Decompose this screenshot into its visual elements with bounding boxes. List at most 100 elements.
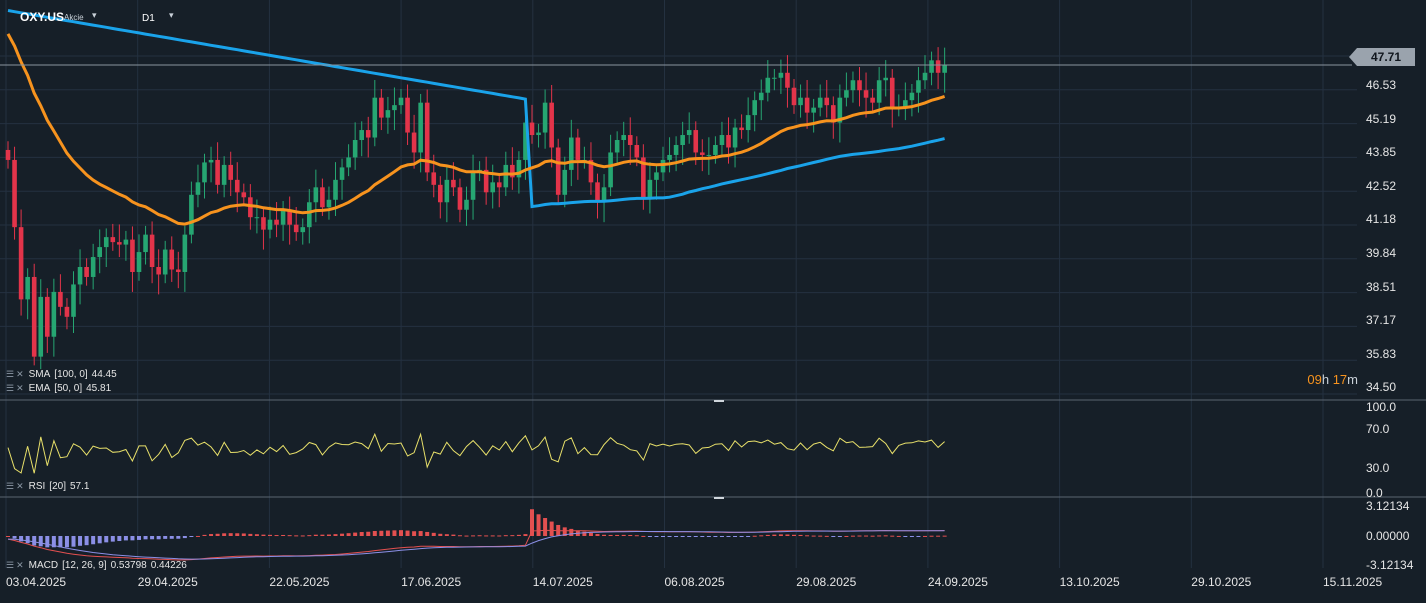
candle-body bbox=[372, 97, 378, 138]
macd-histogram-bar bbox=[464, 535, 469, 537]
macd-histogram-bar bbox=[831, 536, 836, 537]
candle-body bbox=[313, 187, 319, 203]
settings-icon[interactable]: ☰ bbox=[6, 560, 15, 570]
macd-histogram-bar bbox=[752, 535, 757, 537]
x-tick-label: 24.09.2025 bbox=[927, 575, 988, 589]
macd-histogram-bar bbox=[169, 536, 174, 539]
y-tick-label: 35.83 bbox=[1366, 346, 1397, 361]
macd-line bbox=[7, 529, 945, 561]
macd-params: [12, 26, 9] bbox=[62, 560, 107, 571]
candle-body bbox=[876, 80, 882, 103]
candle-body bbox=[326, 199, 332, 208]
macd-histogram-bar bbox=[844, 535, 849, 537]
timeframe-dropdown-icon[interactable]: ▾ bbox=[169, 10, 174, 20]
candle-body bbox=[778, 72, 784, 78]
x-tick-label: 03.04.2025 bbox=[6, 575, 67, 589]
macd-histogram-bar bbox=[326, 534, 331, 536]
rsi-legend: ☰ ✕ RSI [20] 57.1 bbox=[6, 481, 89, 492]
pane-resize-handle[interactable] bbox=[714, 400, 724, 402]
close-icon[interactable]: ✕ bbox=[16, 369, 24, 379]
close-icon[interactable]: ✕ bbox=[16, 560, 24, 570]
candle-body bbox=[464, 199, 469, 210]
macd-histogram-bar bbox=[733, 536, 738, 537]
macd-tick-label: -3.12134 bbox=[1366, 558, 1414, 572]
x-tick-label: 15.11.2025 bbox=[1323, 575, 1383, 589]
macd-histogram-bar bbox=[503, 535, 508, 537]
rsi-tick-label: 70.0 bbox=[1366, 422, 1390, 436]
sma-name: SMA bbox=[28, 369, 51, 380]
macd-histogram-bar bbox=[667, 536, 672, 537]
close-icon[interactable]: ✕ bbox=[16, 481, 24, 491]
macd-histogram-bar bbox=[399, 530, 403, 536]
candle-body bbox=[765, 77, 771, 93]
macd-histogram-bar bbox=[706, 536, 711, 537]
macd-histogram-bar bbox=[379, 530, 384, 536]
macd-histogram-bar bbox=[176, 536, 181, 539]
countdown-h-unit: h bbox=[1321, 372, 1330, 387]
candle-body bbox=[510, 164, 515, 178]
rsi-line bbox=[7, 432, 945, 474]
macd-histogram-bar bbox=[536, 514, 541, 536]
close-icon[interactable]: ✕ bbox=[16, 383, 24, 393]
candle-body bbox=[857, 80, 862, 91]
candle-body bbox=[97, 247, 102, 258]
candle-body bbox=[549, 102, 554, 148]
macd-histogram-bar bbox=[837, 536, 842, 537]
macd-histogram-bar bbox=[942, 535, 947, 537]
macd-histogram-bar bbox=[864, 535, 869, 537]
candle-body bbox=[772, 77, 777, 79]
macd-histogram-bar bbox=[713, 536, 718, 537]
macd-histogram-bar bbox=[189, 536, 194, 537]
candle-body bbox=[863, 90, 869, 98]
settings-icon[interactable]: ☰ bbox=[6, 383, 15, 393]
pane-resize-handle[interactable] bbox=[714, 497, 724, 499]
macd-histogram-bar bbox=[497, 535, 502, 537]
x-tick-label: 29.04.2025 bbox=[137, 575, 198, 589]
macd-histogram-bar bbox=[877, 535, 882, 537]
candle-body bbox=[942, 65, 947, 73]
symbol-label[interactable]: OXY.US bbox=[20, 10, 65, 24]
macd-histogram-bar bbox=[903, 536, 908, 537]
candle-body bbox=[850, 80, 856, 91]
rsi-tick-label: 100.0 bbox=[1366, 400, 1397, 414]
macd-histogram-bar bbox=[929, 535, 934, 537]
macd-histogram-bar bbox=[372, 531, 377, 536]
candle-body bbox=[195, 182, 201, 195]
candle-body bbox=[90, 257, 96, 277]
symbol-dropdown-icon[interactable]: ▾ bbox=[92, 10, 97, 20]
timeframe-label[interactable]: D1 bbox=[142, 13, 155, 24]
settings-icon[interactable]: ☰ bbox=[6, 369, 15, 379]
macd-histogram-bar bbox=[739, 536, 744, 537]
macd-histogram-bar bbox=[543, 518, 548, 536]
macd-histogram-bar bbox=[615, 534, 620, 536]
macd-histogram-bar bbox=[294, 535, 299, 537]
candle-body bbox=[307, 202, 312, 228]
macd-histogram-bar bbox=[477, 535, 482, 537]
macd-histogram-bar bbox=[195, 535, 200, 537]
macd-histogram-bar bbox=[431, 532, 436, 536]
macd-histogram-bar bbox=[12, 536, 17, 539]
candle-body bbox=[58, 291, 63, 307]
macd-histogram-bar bbox=[602, 534, 607, 536]
candle-body bbox=[385, 110, 391, 118]
macd-histogram-bar bbox=[654, 536, 659, 537]
candle-body bbox=[804, 97, 810, 113]
candle-body bbox=[686, 130, 692, 136]
candle-body bbox=[12, 159, 17, 228]
macd-histogram-bar bbox=[58, 536, 63, 548]
macd-histogram-bar bbox=[51, 536, 56, 548]
macd-histogram-bar bbox=[490, 535, 495, 537]
macd-histogram-bar bbox=[281, 534, 286, 536]
candle-body bbox=[215, 159, 220, 185]
settings-icon[interactable]: ☰ bbox=[6, 481, 15, 491]
macd-histogram-bar bbox=[110, 536, 115, 542]
macd-histogram-bar bbox=[97, 536, 102, 544]
macd-histogram-bar bbox=[765, 534, 770, 536]
macd-histogram-bar bbox=[182, 536, 187, 539]
candle-body bbox=[516, 159, 522, 178]
macd-histogram-bar bbox=[104, 536, 109, 543]
macd-histogram-bar bbox=[516, 534, 521, 536]
candle-body bbox=[621, 135, 626, 141]
